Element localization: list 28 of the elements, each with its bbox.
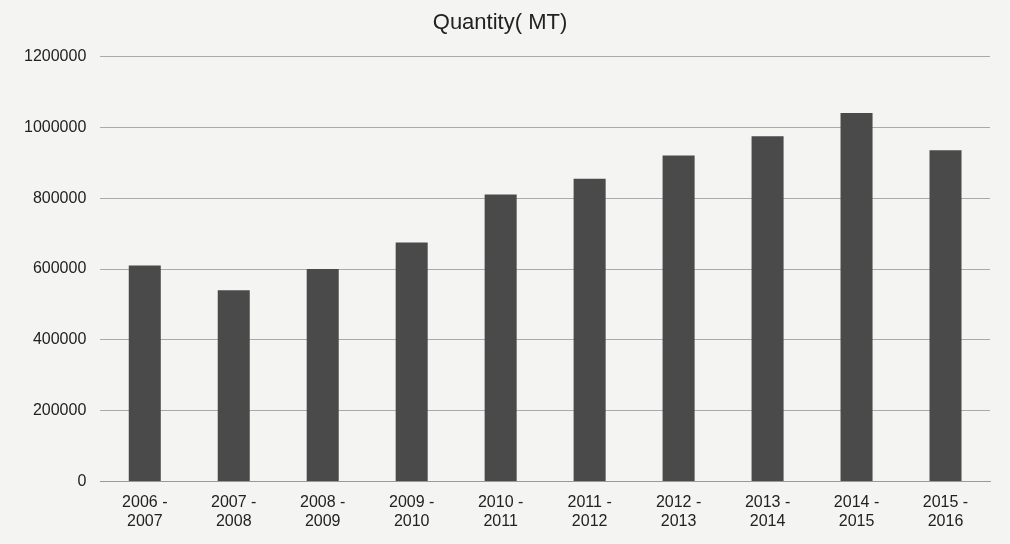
y-tick-label: 0 <box>77 472 87 490</box>
bar <box>840 113 873 482</box>
bar <box>217 290 250 482</box>
x-tick-label: 2006 - 2007 <box>122 492 168 529</box>
x-tick-label: 2015 - 2016 <box>922 492 969 529</box>
bar <box>573 178 606 482</box>
x-tick-label: 2007 - 2008 <box>211 492 257 529</box>
x-tick-label: 2014 - 2015 <box>833 492 880 529</box>
x-tick-label: 2012 - 2013 <box>655 492 702 529</box>
y-tick-label: 200000 <box>32 401 87 419</box>
x-tick-label: 2011 - 2012 <box>567 492 612 529</box>
x-tick-label: 2013 - 2014 <box>744 492 791 529</box>
y-tick-label: 600000 <box>32 259 87 277</box>
y-tick-label: 400000 <box>32 330 87 348</box>
y-tick-label: 800000 <box>32 188 87 206</box>
x-tick-label: 2009 - 2010 <box>389 492 435 529</box>
bar <box>306 269 339 482</box>
bar <box>484 194 517 482</box>
bar <box>128 265 161 482</box>
y-tick-label: 1000000 <box>23 117 87 135</box>
bar <box>662 155 695 482</box>
bar <box>751 136 784 482</box>
x-tick-label: 2010 - 2011 <box>477 492 524 529</box>
bar <box>395 242 428 482</box>
x-tick-label: 2008 - 2009 <box>300 492 346 529</box>
chart-title: Quantity( MT) <box>432 9 568 35</box>
y-tick-label: 1200000 <box>23 46 87 64</box>
bar <box>929 150 962 482</box>
